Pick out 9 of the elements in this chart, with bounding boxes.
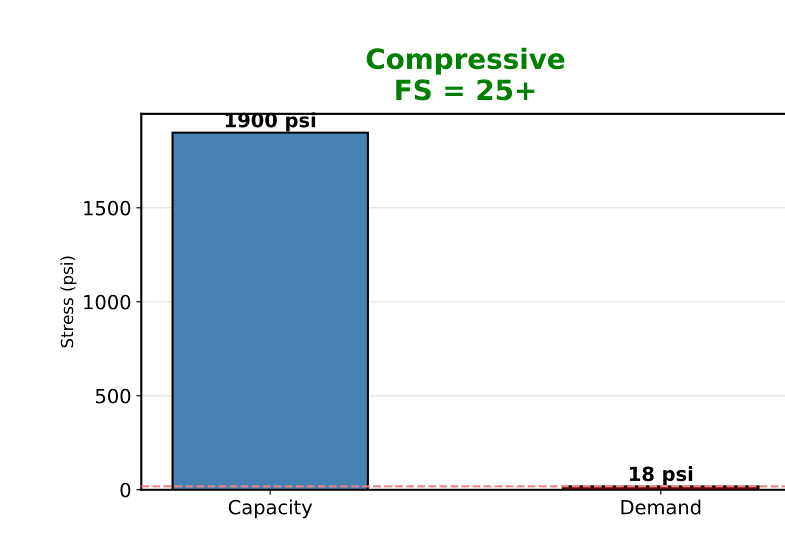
y-tick-label: 1000 <box>84 294 130 310</box>
x-tick-label: Capacity <box>228 499 312 518</box>
chart-title: Compressive FS = 25+ <box>366 48 564 100</box>
x-tick-label: Demand <box>621 499 700 515</box>
y-tick-label: 500 <box>96 388 130 404</box>
y-tick-label: 0 <box>120 482 130 498</box>
y-axis-title: Stress (psi) <box>60 256 77 348</box>
y-tick-label: 1500 <box>84 200 130 216</box>
data-label: 18 psi <box>630 466 692 485</box>
